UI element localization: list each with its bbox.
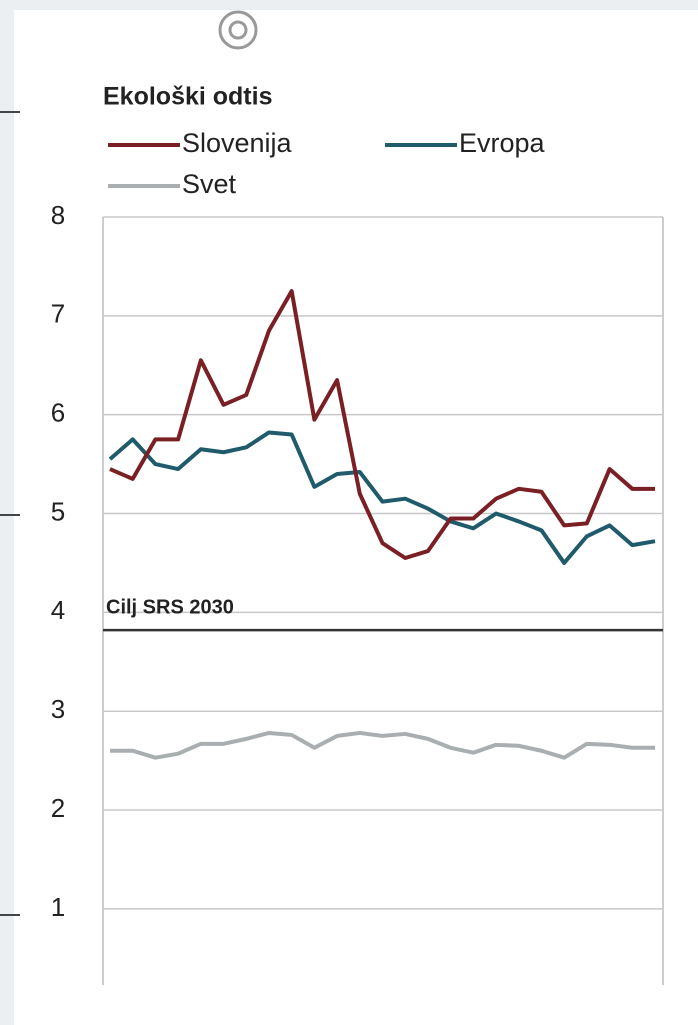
icon bbox=[218, 10, 258, 50]
series-line bbox=[110, 730, 655, 760]
chart-title: Ekološki odtis bbox=[103, 83, 272, 111]
y-tick-label: 7 bbox=[51, 299, 65, 329]
legend-label: Slovenija bbox=[182, 128, 293, 158]
y-tick-label: 3 bbox=[51, 694, 65, 724]
y-tick-label: 6 bbox=[51, 398, 65, 428]
icon bbox=[228, 20, 248, 40]
y-tick-label: 8 bbox=[51, 200, 65, 230]
panel bbox=[14, 10, 698, 1025]
y-tick-label: 4 bbox=[51, 595, 65, 625]
legend-label: Svet bbox=[182, 169, 237, 199]
y-tick-label: 5 bbox=[51, 496, 65, 526]
y-tick-label: 1 bbox=[51, 892, 65, 922]
y-tick-label: 2 bbox=[51, 793, 65, 823]
series-line bbox=[108, 430, 656, 565]
legend-label: Evropa bbox=[459, 128, 546, 158]
target-label: Cilj SRS 2030 bbox=[106, 596, 234, 618]
series-line bbox=[109, 289, 655, 561]
